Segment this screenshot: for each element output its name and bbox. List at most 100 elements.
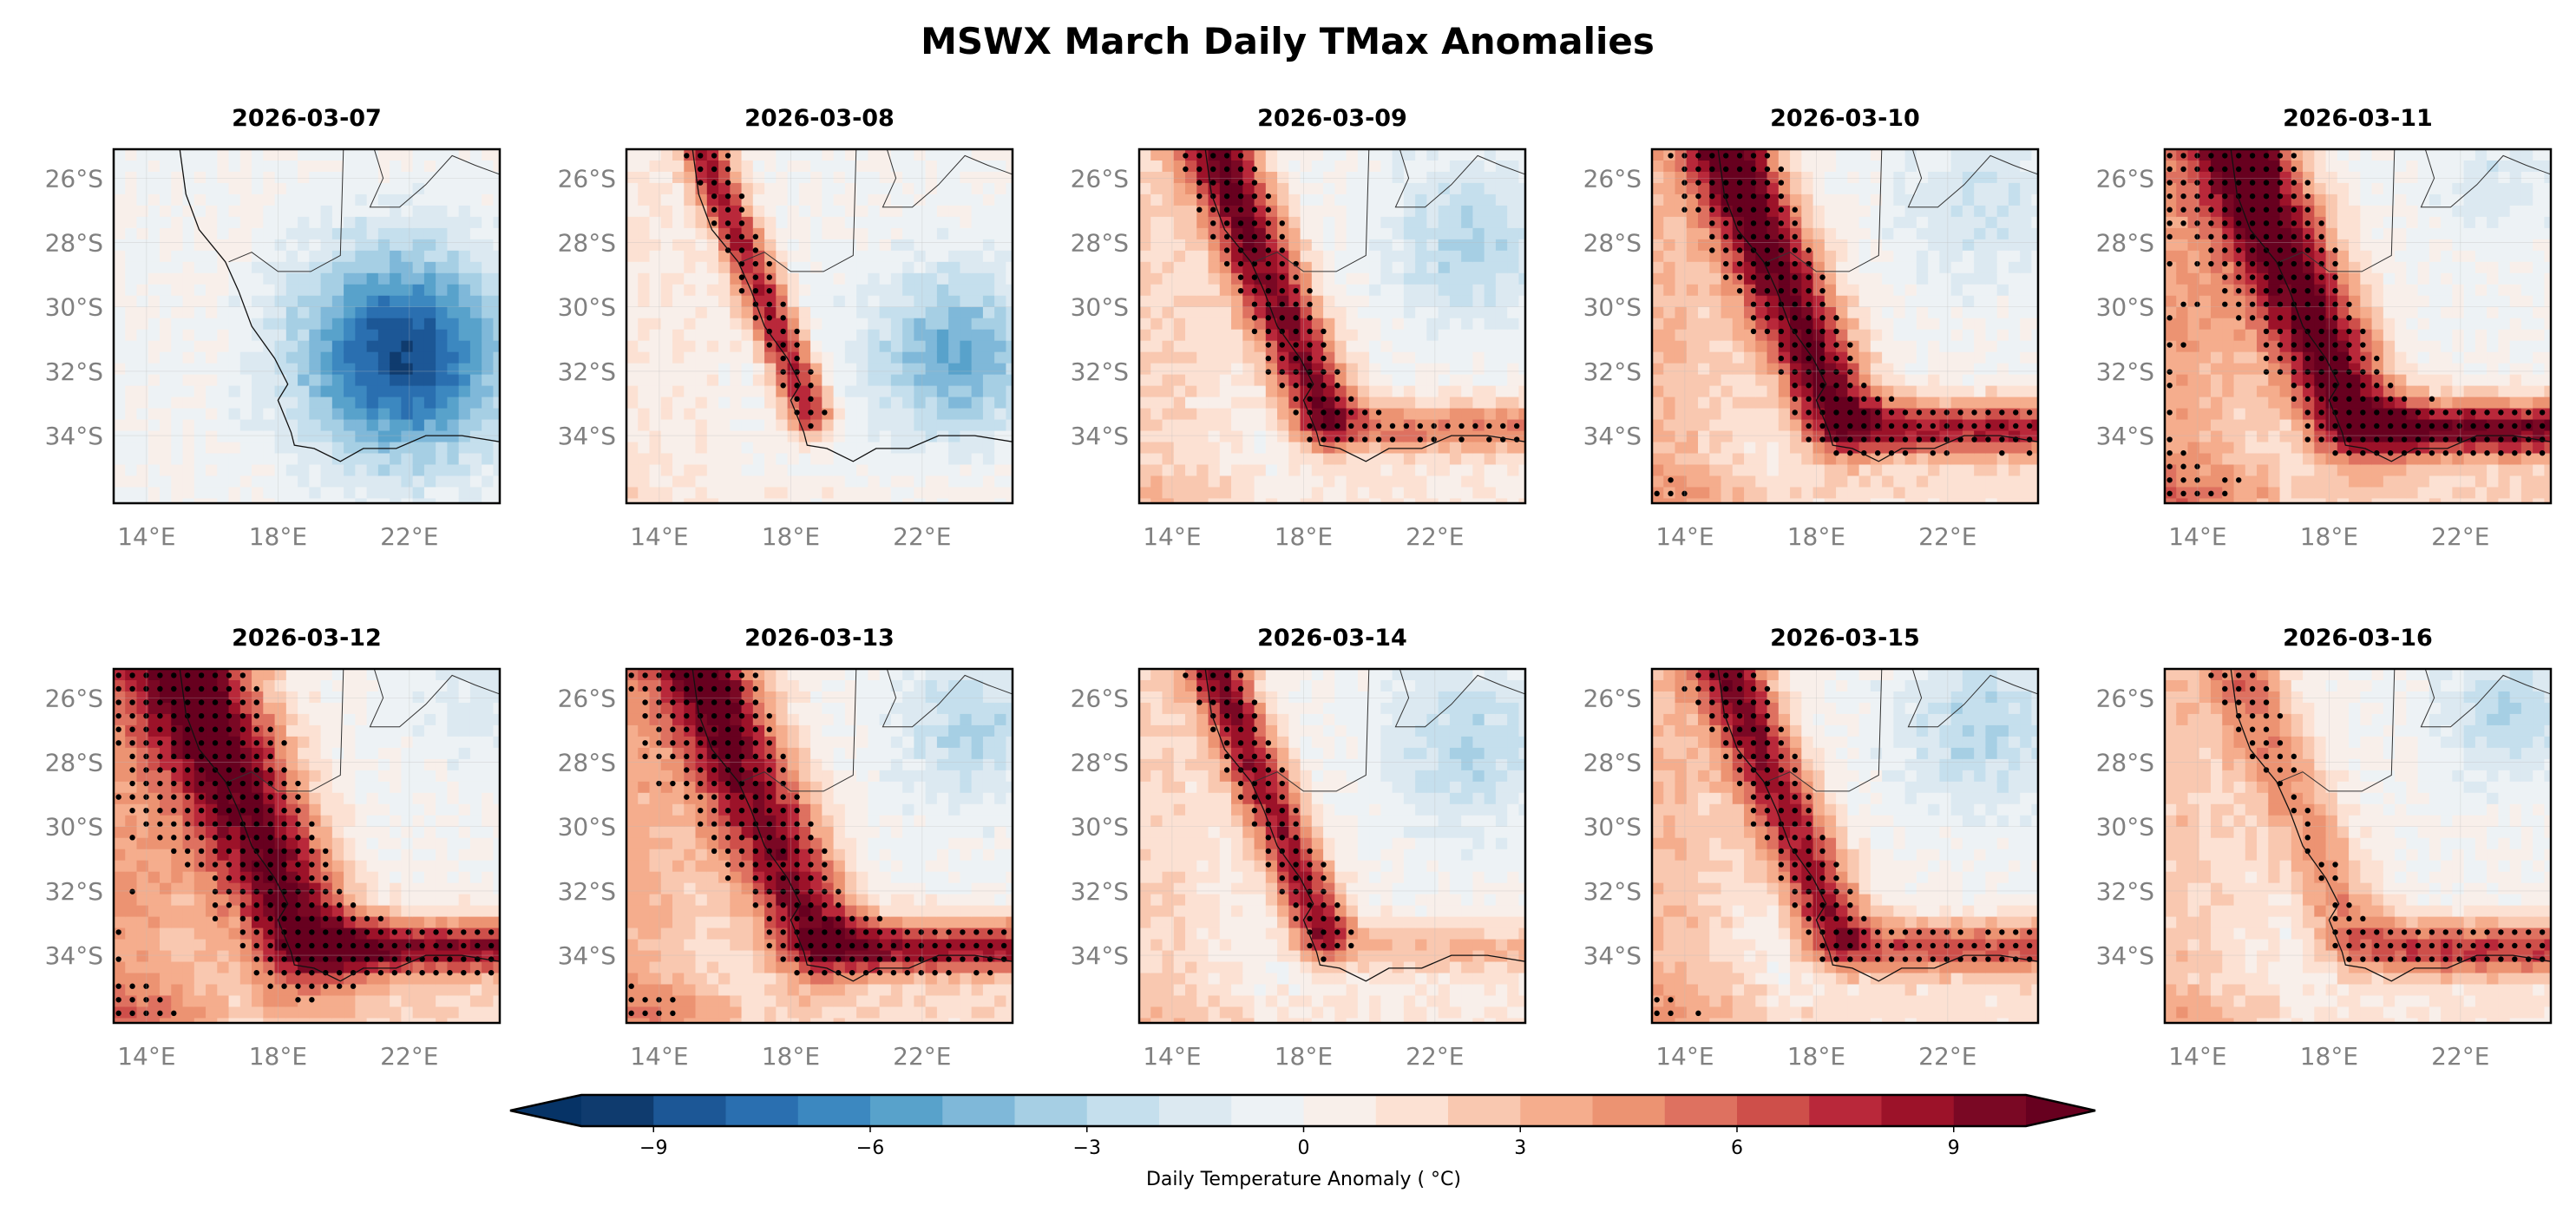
- anomaly-cell: [1242, 284, 1255, 297]
- anomaly-cell: [1721, 487, 1734, 500]
- anomaly-cell: [798, 193, 811, 206]
- significance-stipple: [1778, 369, 1785, 375]
- significance-stipple: [780, 301, 786, 307]
- anomaly-cell: [2031, 498, 2038, 503]
- anomaly-cell: [1357, 487, 1370, 500]
- anomaly-cell: [1173, 464, 1186, 477]
- anomaly-cell: [914, 239, 927, 252]
- anomaly-cell: [1812, 453, 1825, 466]
- anomaly-cell: [193, 351, 206, 364]
- anomaly-cell: [1150, 498, 1163, 503]
- anomaly-cell: [1484, 272, 1497, 285]
- anomaly-cell: [1265, 442, 1278, 455]
- anomaly-cell: [752, 329, 765, 342]
- significance-stipple: [1833, 369, 1839, 375]
- anomaly-cell: [672, 171, 685, 184]
- anomaly-cell: [1928, 205, 1941, 218]
- anomaly-cell: [252, 385, 265, 398]
- significance-stipple: [1293, 328, 1299, 335]
- anomaly-cell: [1449, 329, 1462, 342]
- anomaly-cell: [1323, 487, 1336, 500]
- anomaly-cell: [447, 442, 460, 455]
- anomaly-cell: [1311, 261, 1324, 274]
- anomaly-cell: [298, 205, 311, 218]
- anomaly-cell: [390, 149, 403, 161]
- anomaly-cell: [1150, 205, 1163, 218]
- anomaly-cell: [1173, 385, 1186, 398]
- anomaly-cell: [960, 487, 973, 500]
- anomaly-cell: [401, 453, 414, 466]
- anomaly-cell: [1449, 193, 1462, 206]
- anomaly-cell: [730, 408, 743, 421]
- anomaly-cell: [2165, 239, 2178, 252]
- anomaly-cell: [125, 250, 138, 263]
- anomaly-cell: [1974, 408, 1987, 421]
- anomaly-cell: [1858, 272, 1871, 285]
- anomaly-cell: [1698, 284, 1711, 297]
- anomaly-cell: [822, 419, 835, 432]
- anomaly-cell: [1334, 487, 1347, 500]
- anomaly-cell: [1698, 363, 1711, 376]
- anomaly-cell: [182, 216, 195, 229]
- anomaly-cell: [1812, 498, 1825, 503]
- anomaly-cell: [401, 182, 414, 195]
- anomaly-cell: [672, 385, 685, 398]
- anomaly-cell: [228, 160, 241, 173]
- anomaly-cell: [925, 408, 938, 421]
- significance-stipple: [1723, 220, 1729, 226]
- significance-stipple: [1279, 220, 1285, 226]
- anomaly-cell: [482, 329, 495, 342]
- anomaly-cell: [1824, 408, 1837, 421]
- anomaly-cell: [355, 295, 368, 308]
- anomaly-cell: [1893, 272, 1906, 285]
- significance-stipple: [1736, 247, 1743, 253]
- anomaly-cell: [136, 430, 149, 443]
- anomaly-cell: [798, 149, 811, 161]
- anomaly-cell: [1288, 385, 1301, 398]
- anomaly-cell: [1461, 261, 1474, 274]
- anomaly-cell: [810, 464, 823, 477]
- anomaly-cell: [2165, 182, 2178, 195]
- anomaly-cell: [1766, 261, 1780, 274]
- anomaly-cell: [298, 487, 311, 500]
- anomaly-cell: [1357, 193, 1370, 206]
- anomaly-cell: [320, 408, 333, 421]
- anomaly-cell: [2008, 272, 2021, 285]
- anomaly-cell: [206, 487, 219, 500]
- significance-stipple: [1847, 369, 1853, 375]
- anomaly-cell: [355, 205, 368, 218]
- anomaly-cell: [649, 374, 662, 387]
- anomaly-cell: [1893, 160, 1906, 173]
- anomaly-cell: [936, 329, 949, 342]
- anomaly-cell: [787, 487, 800, 500]
- anomaly-cell: [366, 216, 379, 229]
- anomaly-cell: [1974, 182, 1987, 195]
- anomaly-cell: [193, 385, 206, 398]
- anomaly-cell: [936, 171, 949, 184]
- significance-stipple: [698, 166, 704, 173]
- anomaly-cell: [436, 329, 449, 342]
- lat-tick-label: 32°S: [1583, 357, 1642, 386]
- anomaly-cell: [2199, 216, 2212, 229]
- anomaly-cell: [458, 329, 471, 342]
- anomaly-cell: [776, 464, 789, 477]
- anomaly-cell: [482, 442, 495, 455]
- anomaly-cell: [684, 374, 697, 387]
- lat-tick-label: 34°S: [1583, 422, 1642, 450]
- anomaly-cell: [2020, 487, 2033, 500]
- anomaly-cell: [1732, 340, 1745, 353]
- anomaly-cell: [776, 284, 789, 297]
- anomaly-cell: [626, 385, 639, 398]
- anomaly-cell: [1403, 464, 1416, 477]
- anomaly-cell: [2008, 306, 2021, 319]
- anomaly-cell: [2020, 464, 2033, 477]
- anomaly-cell: [1426, 227, 1439, 240]
- anomaly-cell: [298, 182, 311, 195]
- anomaly-cell: [1847, 250, 1860, 263]
- anomaly-cell: [412, 227, 425, 240]
- anomaly-cell: [1162, 295, 1175, 308]
- anomaly-cell: [366, 272, 379, 285]
- anomaly-cell: [331, 239, 344, 252]
- anomaly-cell: [1518, 272, 1525, 285]
- anomaly-cell: [844, 397, 857, 410]
